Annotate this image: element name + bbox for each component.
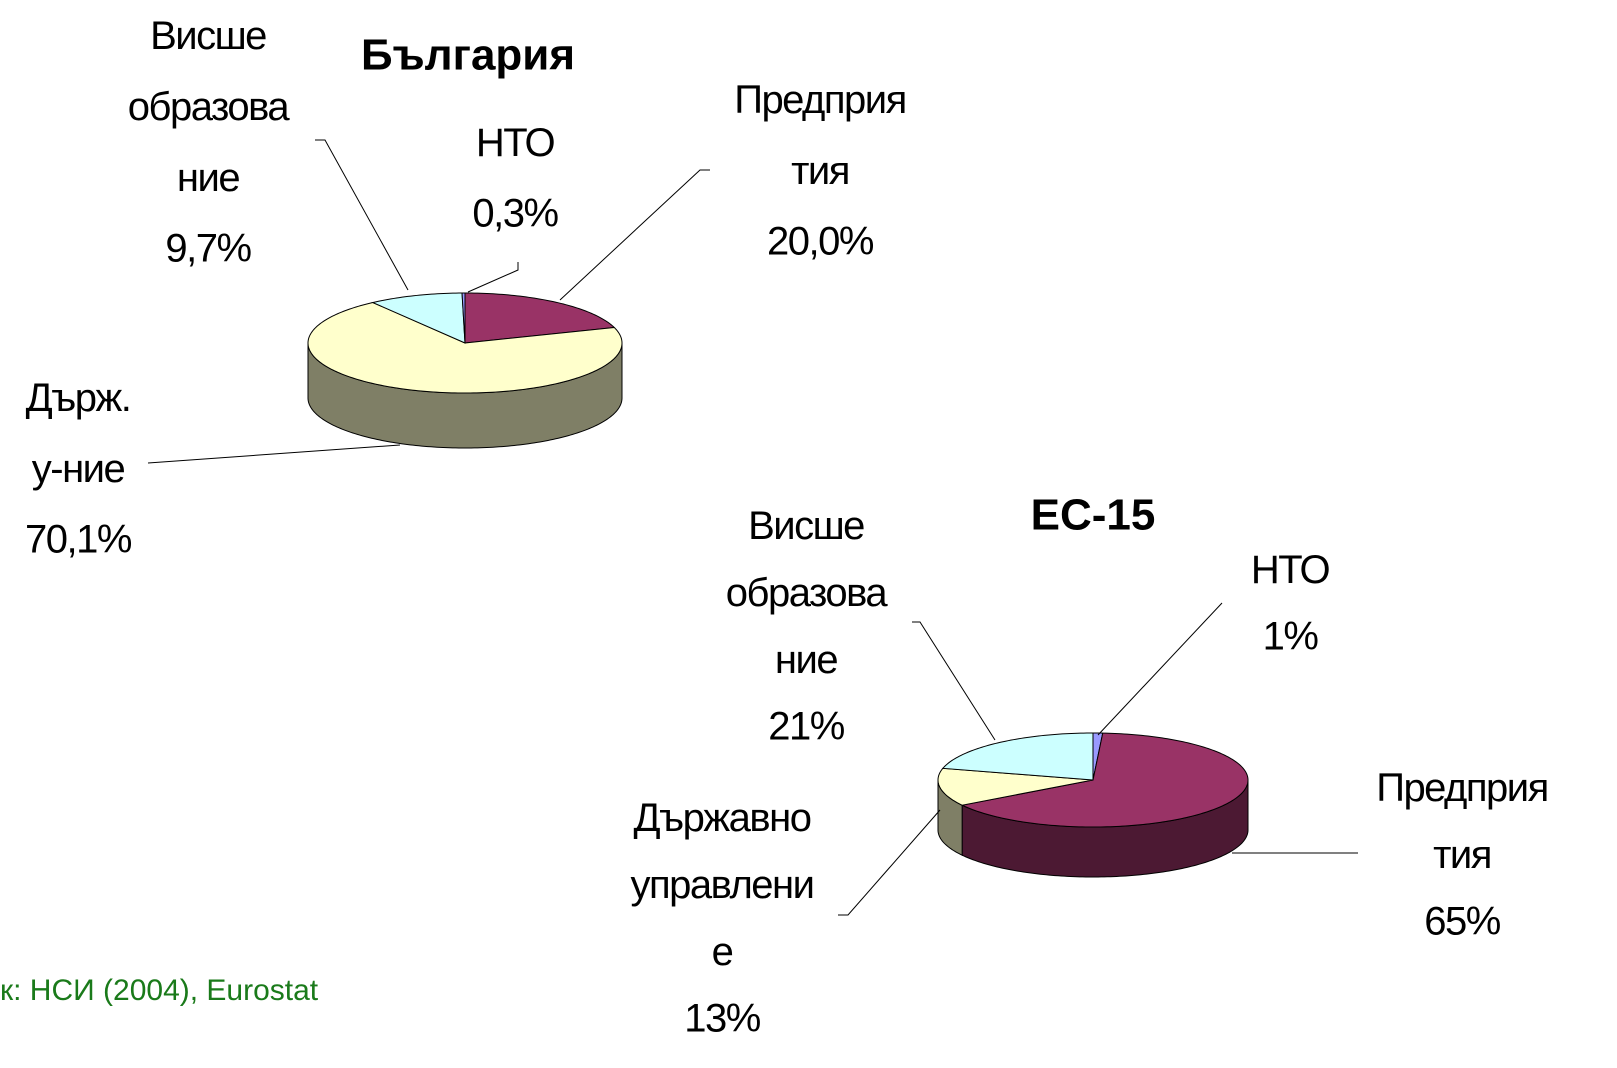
slice-value-label: 20,0% [767, 220, 874, 264]
slice-value-label: 0,3% [472, 192, 558, 236]
leader-line [467, 262, 519, 293]
slice-value-label: 1% [1263, 615, 1319, 659]
leader-line [559, 169, 710, 301]
leader-line [838, 809, 941, 916]
slice-label: Държавно управлени е [630, 796, 813, 974]
leader-line [1097, 602, 1223, 736]
chart-title: България [361, 31, 575, 80]
slice-value-label: 13% [684, 997, 760, 1041]
pie-slice [464, 292, 616, 344]
pie-slice [960, 732, 1249, 828]
pie-slice [461, 292, 466, 344]
slice-label: Висше образова ние [726, 504, 889, 682]
slice-label: НТО [1251, 548, 1330, 592]
slice-label: Държ. у-ние [26, 376, 131, 491]
source-note: к: НСИ (2004), Eurostat [0, 974, 319, 1007]
leader-line [315, 139, 409, 291]
chart-title: ЕС-15 [1031, 491, 1156, 540]
slice-value-label: 9,7% [165, 227, 251, 271]
pie-slice [937, 767, 1094, 806]
slice-value-label: 65% [1424, 900, 1500, 944]
slice-label: Предприя тия [734, 78, 906, 193]
slice-label: Висше образова ние [128, 14, 291, 200]
pie-slice [371, 292, 466, 344]
slice-value-label: 70,1% [25, 518, 132, 562]
slice-label: НТО [476, 121, 555, 165]
leader-line [912, 621, 996, 741]
pie-slice [941, 732, 1094, 781]
slice-label: Предприя тия [1376, 766, 1548, 877]
pie-slice [307, 302, 623, 394]
leader-line [147, 444, 401, 464]
slice-value-label: 21% [768, 705, 844, 749]
